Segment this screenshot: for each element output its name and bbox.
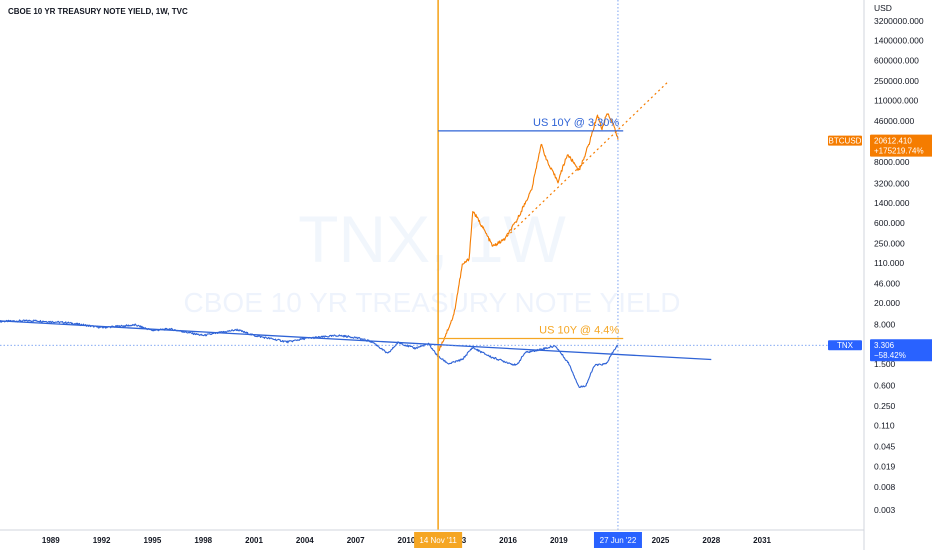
y-tick-label: 110.000 bbox=[874, 258, 904, 268]
series-btcusd-line bbox=[437, 113, 619, 353]
current-date-marker-label: 27 Jun '22 bbox=[600, 536, 637, 545]
x-tick-label: 2004 bbox=[296, 536, 314, 545]
series-name-tag bbox=[828, 340, 862, 351]
y-tick-label: 110000.000 bbox=[874, 95, 919, 105]
series-name-tag bbox=[828, 135, 862, 146]
watermark-name: CBOE 10 YR TREASURY NOTE YIELD bbox=[184, 287, 681, 318]
series-value-tag bbox=[870, 134, 932, 157]
y-tick-label: 0.110 bbox=[874, 420, 895, 430]
btc-trend-line bbox=[499, 80, 670, 244]
series-change-label: +175219.74% bbox=[874, 147, 924, 156]
y-axis-unit: USD bbox=[874, 3, 892, 13]
y-tick-label: 1.500 bbox=[874, 359, 896, 369]
x-axis: 1989199219951998200120042007201020132016… bbox=[0, 529, 864, 548]
y-tick-label: 3200.000 bbox=[874, 178, 910, 188]
series-tnx-line bbox=[0, 319, 619, 389]
y-tick-label: 46.000 bbox=[874, 278, 900, 288]
y-tick-label: 0.008 bbox=[874, 482, 896, 492]
x-tick-label: 1998 bbox=[194, 536, 212, 545]
x-tick-label: 2016 bbox=[499, 536, 517, 545]
y-tick-label: 3200000.000 bbox=[874, 16, 924, 26]
y-tick-label: 0.250 bbox=[874, 401, 896, 411]
y-tick-label: 600000.000 bbox=[874, 55, 919, 65]
y-tick-label: 46000.000 bbox=[874, 116, 914, 126]
x-tick-label: 1995 bbox=[144, 536, 162, 545]
series-value-tag bbox=[870, 339, 932, 362]
annotation-label: US 10Y @ 3.30% bbox=[533, 117, 619, 129]
x-tick-label: 2028 bbox=[702, 536, 720, 545]
y-tick-label: 0.003 bbox=[874, 505, 896, 515]
series-name-label: BTCUSD bbox=[829, 137, 862, 146]
series-value-label: 3.306 bbox=[874, 341, 895, 350]
x-tick-label: 2007 bbox=[347, 536, 365, 545]
y-tick-label: 600.000 bbox=[874, 218, 905, 228]
date-marker-label: 14 Nov '11 bbox=[419, 536, 457, 545]
x-tick-label: 2019 bbox=[550, 536, 568, 545]
x-tick-label: 2001 bbox=[245, 536, 263, 545]
y-axis: 3200000.000 1400000.000 600000.000 250000.0… bbox=[828, 0, 932, 550]
series-name-label: TNX bbox=[837, 341, 854, 350]
y-tick-label: 20.000 bbox=[874, 298, 900, 308]
y-tick-label: 0.600 bbox=[874, 380, 896, 390]
y-tick-label: 8.000 bbox=[874, 319, 896, 329]
annotations: US 10Y @ 3.30% US 10Y @ 4.4% bbox=[0, 0, 862, 530]
x-tick-label: 1989 bbox=[42, 536, 60, 545]
y-tick-label: 8000.000 bbox=[874, 157, 910, 167]
series-change-label: −58.42% bbox=[874, 351, 906, 360]
series-value-label: 20612.410 bbox=[874, 137, 912, 146]
x-tick-label: 2010 bbox=[398, 536, 416, 545]
x-tick-label: 1992 bbox=[93, 536, 111, 545]
y-tick-label: 0.019 bbox=[874, 462, 896, 472]
watermark: TNX, 1W CBOE 10 YR TREASURY NOTE YIELD bbox=[184, 202, 681, 318]
watermark-symbol: TNX, 1W bbox=[298, 202, 566, 276]
y-tick-label: 0.045 bbox=[874, 441, 896, 451]
current-date-marker-box bbox=[593, 532, 642, 548]
date-marker-box bbox=[414, 532, 463, 548]
x-tick-label: 2025 bbox=[652, 536, 670, 545]
y-tick-label: 250.000 bbox=[874, 238, 905, 248]
series-tag-tnx: TNX 3.306−58.42% bbox=[828, 339, 932, 362]
annotation-label: US 10Y @ 4.4% bbox=[539, 324, 619, 336]
y-tick-label: 1400.000 bbox=[874, 198, 910, 208]
y-tick-label: 1400000.000 bbox=[874, 35, 924, 45]
y-tick-label: 250000.000 bbox=[874, 76, 919, 86]
x-tick-label: 2031 bbox=[753, 536, 771, 545]
series-tag-btcusd: BTCUSD 20612.410+175219.74% bbox=[828, 134, 932, 157]
chart-title: CBOE 10 YR TREASURY NOTE YIELD, 1W, TVC bbox=[8, 7, 188, 16]
tnx-downtrend-line bbox=[0, 320, 712, 361]
